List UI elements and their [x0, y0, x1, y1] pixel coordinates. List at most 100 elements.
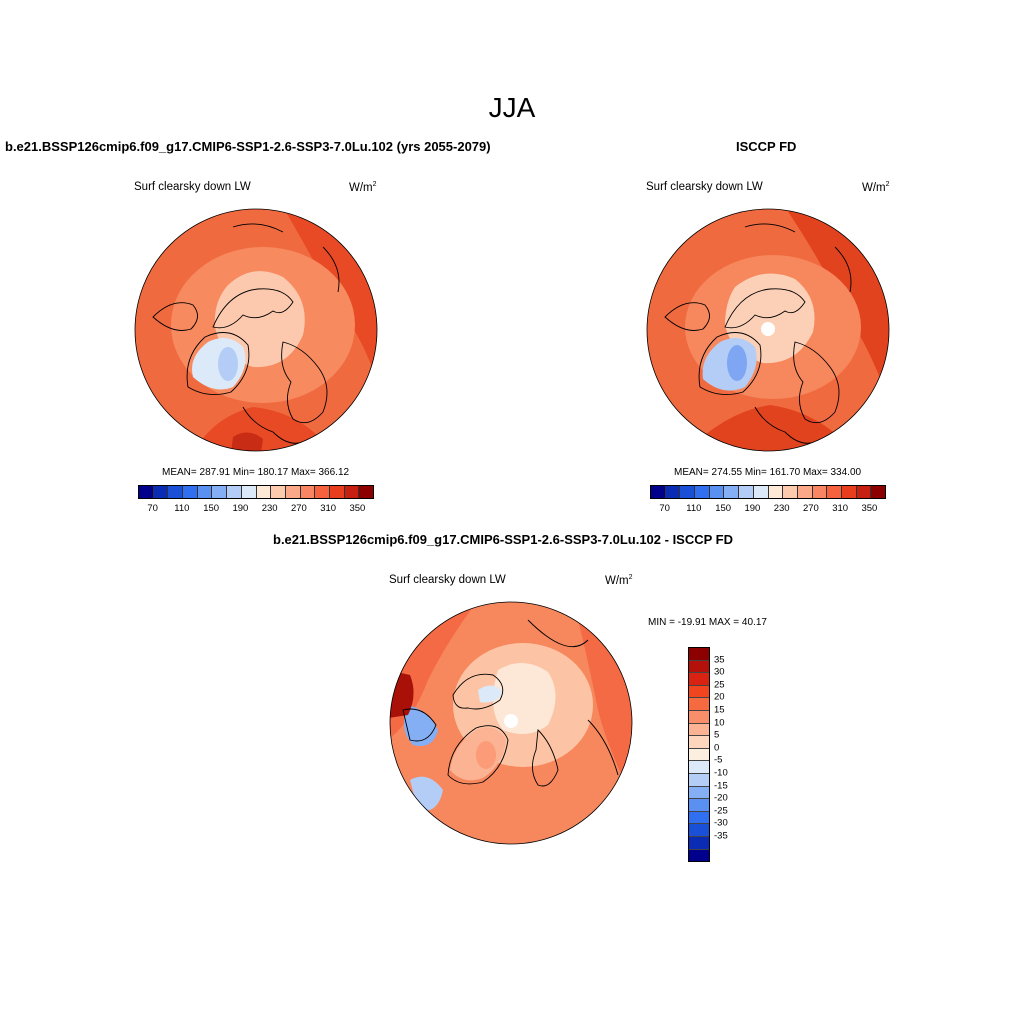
- panel-diff-colorbar-tick-label: 5: [714, 729, 720, 741]
- panel-b-colorbar-box: [695, 486, 710, 498]
- panel-b-colorbar-box: [680, 486, 696, 498]
- panel-b-colorbar: [650, 485, 886, 499]
- panel-diff-colorbar-box: [689, 799, 709, 812]
- panel-a-colorbar-box: [359, 486, 373, 498]
- panel-diff-colorbar-box: [689, 648, 709, 661]
- panel-a-map: [134, 208, 378, 452]
- panel-a-colorbar-box: [227, 486, 242, 498]
- panel-diff-colorbar-box: [689, 824, 709, 837]
- panel-b-colorbar-box: [783, 486, 798, 498]
- panel-b-colorbar-tick-label: 310: [832, 503, 849, 514]
- map-b-arctic: [725, 273, 815, 364]
- panel-diff-colorbar-box: [689, 786, 709, 800]
- panel-diff-colorbar-tick-label: 0: [714, 742, 720, 754]
- panel-diff-colorbar-tick-label: 30: [714, 666, 725, 678]
- panel-b-map: [646, 208, 890, 452]
- panel-b-colorbar-box: [827, 486, 842, 498]
- panel-a-colorbar-box: [212, 486, 228, 498]
- panel-diff-colorbar-box: [689, 836, 709, 850]
- season-title: JJA: [488, 92, 536, 123]
- panel-a-colorbar-box: [300, 486, 316, 498]
- panel-diff-colorbar-box: [689, 698, 709, 711]
- panel-a-colorbar-box: [256, 486, 272, 498]
- panel-a-colorbar-box: [168, 486, 184, 498]
- panel-b-colorbar-box: [709, 486, 725, 498]
- panel-diff-colorbar-box: [689, 773, 709, 787]
- map-d-greenland-core: [476, 741, 496, 769]
- panel-diff-colorbar-box: [689, 811, 709, 825]
- panel-b-colorbar-tick-label: 190: [744, 503, 761, 514]
- panel-a-colorbar-tick-label: 110: [174, 503, 190, 514]
- panel-diff-colorbar-tick-label: -30: [714, 817, 728, 829]
- panel-b-subtitle: Surf clearsky down LW: [646, 181, 763, 193]
- panel-b-colorbar-box: [651, 486, 666, 498]
- panel-diff-colorbar-tick-label: -20: [714, 792, 728, 804]
- panel-diff-units: W/m2: [605, 574, 633, 587]
- panel-b-stats: MEAN= 274.55 Min= 161.70 Max= 334.00: [674, 467, 862, 478]
- panel-diff-colorbar-tick-label: 15: [714, 704, 725, 716]
- panel-a-colorbar-box: [329, 486, 345, 498]
- panel-diff-colorbar-box: [689, 723, 709, 737]
- panel-diff-colorbar-box: [689, 761, 709, 774]
- panel-b-colorbar-box: [753, 486, 769, 498]
- panel-a-colorbar-tick-label: 310: [320, 503, 337, 514]
- map-b-hot: [855, 407, 889, 451]
- map-a-greenland-core: [218, 347, 238, 381]
- panel-diff-colorbar-box: [689, 748, 709, 762]
- panel-diff-colorbar-tick-label: -25: [714, 805, 728, 817]
- panel-diff-minmax: MIN = -19.91 MAX = 40.17: [648, 617, 767, 628]
- panel-diff-colorbar-tick-label: 25: [714, 679, 725, 691]
- panel-diff-colorbar-box: [689, 849, 709, 862]
- panel-diff-colorbar-tick-label: 20: [714, 691, 725, 703]
- panel-b-colorbar-box: [665, 486, 681, 498]
- panel-diff-title: b.e21.BSSP126cmip6.f09_g17.CMIP6-SSP1-2.…: [273, 532, 734, 547]
- panel-a-colorbar-box: [183, 486, 198, 498]
- panel-diff-colorbar-tick-label: -15: [714, 780, 728, 792]
- panel-b-colorbar-box: [812, 486, 828, 498]
- panel-a-colorbar-tick-label: 70: [147, 503, 158, 514]
- panel-diff-colorbar-box: [689, 673, 709, 686]
- panel-a-colorbar-box: [285, 486, 301, 498]
- panel-b-colorbar-tick-label: 230: [773, 503, 790, 514]
- panel-b-colorbar-tick-label: 270: [802, 503, 819, 514]
- panel-b-colorbar-box: [768, 486, 784, 498]
- panel-diff-colorbar-tick-label: -5: [714, 754, 723, 766]
- panel-a-title: b.e21.BSSP126cmip6.f09_g17.CMIP6-SSP1-2.…: [5, 139, 491, 154]
- panel-a-colorbar-box: [271, 486, 286, 498]
- panel-b-colorbar-tick-label: 110: [686, 503, 702, 514]
- panel-b-colorbar-box: [871, 486, 885, 498]
- panel-a-colorbar-box: [315, 486, 330, 498]
- panel-a-colorbar-tick-label: 190: [232, 503, 249, 514]
- panel-diff-colorbar-tick-label: -35: [714, 830, 728, 842]
- panel-a-colorbar-tick-label: 350: [349, 503, 366, 514]
- panel-a-stats: MEAN= 287.91 Min= 180.17 Max= 366.12: [162, 467, 350, 478]
- panel-b-colorbar-tick-label: 150: [715, 503, 732, 514]
- panel-b-colorbar-tick-label: 70: [659, 503, 670, 514]
- panel-diff-colorbar-tick-label: -10: [714, 767, 728, 779]
- panel-a-colorbar-tick-label: 230: [261, 503, 278, 514]
- panel-b-colorbar-box: [797, 486, 813, 498]
- panel-a-subtitle: Surf clearsky down LW: [134, 181, 251, 193]
- panel-a-colorbar-box: [241, 486, 257, 498]
- map-b-greenland-core: [727, 345, 747, 381]
- panel-a-colorbar-box: [139, 486, 154, 498]
- panel-diff-colorbar-box: [689, 736, 709, 749]
- panel-diff-map: [389, 601, 633, 845]
- panel-diff-colorbar-box: [689, 710, 709, 724]
- map-d-hot: [390, 670, 414, 718]
- panel-diff-subtitle: Surf clearsky down LW: [389, 574, 506, 586]
- panel-b-colorbar-tick-label: 350: [861, 503, 878, 514]
- map-b-outer-s: [685, 405, 855, 451]
- panel-b-units: W/m2: [862, 181, 890, 194]
- panel-diff-colorbar-box: [689, 685, 709, 699]
- panel-a-colorbar-box: [197, 486, 213, 498]
- map-d-arctic: [493, 662, 556, 734]
- panel-a-colorbar-tick-label: 150: [203, 503, 220, 514]
- panel-a-colorbar: [138, 485, 374, 499]
- map-a-outer-s: [193, 407, 333, 451]
- panel-diff-colorbar-box: [689, 660, 709, 674]
- panel-a-colorbar-box: [153, 486, 169, 498]
- panel-b-title: ISCCP FD: [736, 139, 797, 154]
- panel-a-colorbar-box: [344, 486, 360, 498]
- panel-a-colorbar-tick-label: 270: [290, 503, 307, 514]
